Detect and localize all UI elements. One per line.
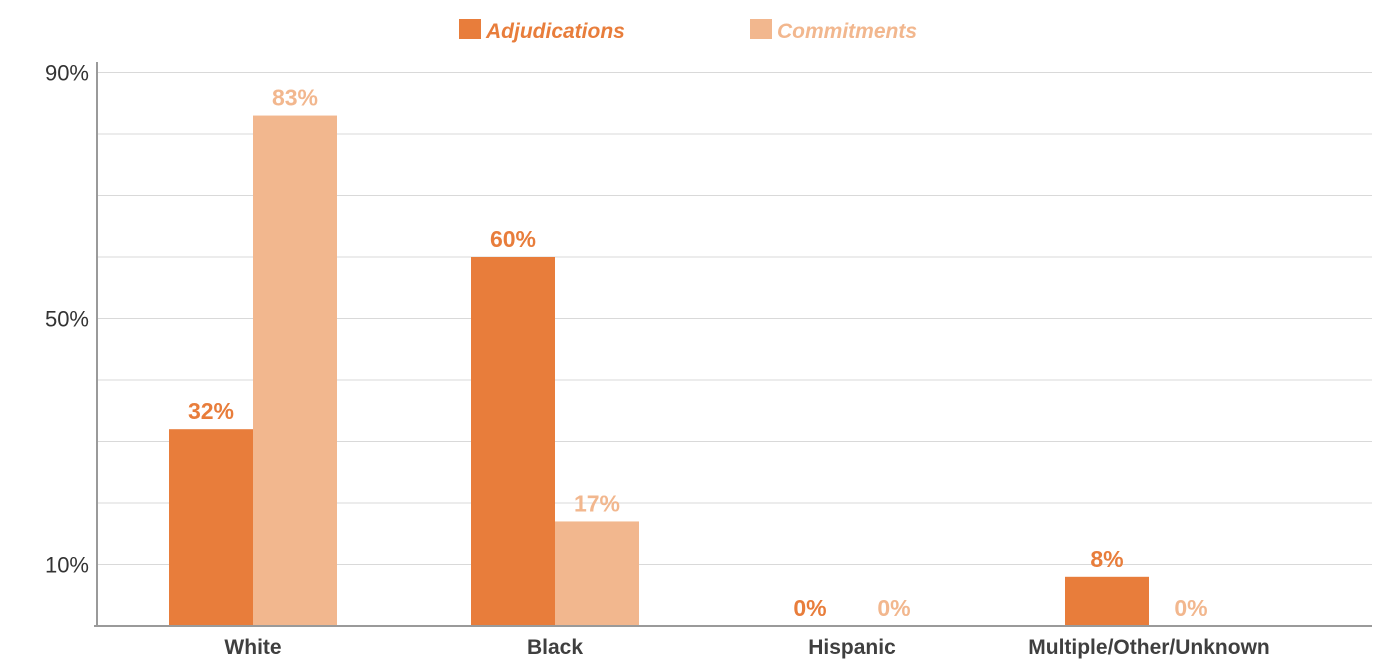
- category-label: Black: [527, 636, 583, 659]
- y-tick-labels: 10% 50% 90%: [45, 61, 89, 578]
- category-label: White: [224, 636, 281, 659]
- legend-label: Adjudications: [485, 20, 625, 43]
- legend-label: Commitments: [777, 20, 917, 43]
- bars: [169, 115, 1149, 627]
- data-label: 17%: [574, 490, 620, 516]
- data-label: 60%: [490, 226, 536, 252]
- bar: [471, 257, 555, 626]
- category-label: Hispanic: [808, 636, 896, 659]
- data-label: 0%: [1174, 595, 1207, 621]
- bar: [253, 115, 337, 627]
- legend-swatch: [750, 19, 772, 39]
- y-tick-label: 10%: [45, 553, 89, 578]
- data-labels: 32% 83% 60% 17% 0% 0% 8% 0%: [188, 85, 1208, 621]
- data-label: 83%: [272, 85, 318, 111]
- bar: [169, 429, 253, 626]
- bar: [1065, 576, 1149, 626]
- axes: [94, 62, 1372, 627]
- data-label: 32%: [188, 398, 234, 424]
- y-tick-label: 50%: [45, 307, 89, 332]
- category-label: Multiple/Other/Unknown: [1028, 636, 1270, 659]
- legend: Adjudications Commitments: [459, 19, 917, 43]
- legend-swatch: [459, 19, 481, 39]
- y-tick-label: 90%: [45, 61, 89, 86]
- data-label: 8%: [1090, 546, 1123, 572]
- data-label: 0%: [793, 595, 826, 621]
- category-labels: White Black Hispanic Multiple/Other/Unknown: [224, 636, 1269, 659]
- data-label: 0%: [877, 595, 910, 621]
- bar: [555, 521, 639, 626]
